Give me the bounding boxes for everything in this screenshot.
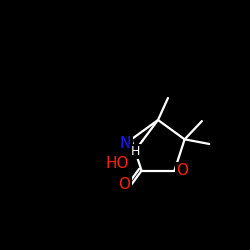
Text: O: O	[118, 177, 130, 192]
Text: H: H	[131, 145, 140, 158]
Text: O: O	[176, 163, 188, 178]
Text: N: N	[120, 136, 131, 151]
Text: HO: HO	[105, 156, 128, 171]
